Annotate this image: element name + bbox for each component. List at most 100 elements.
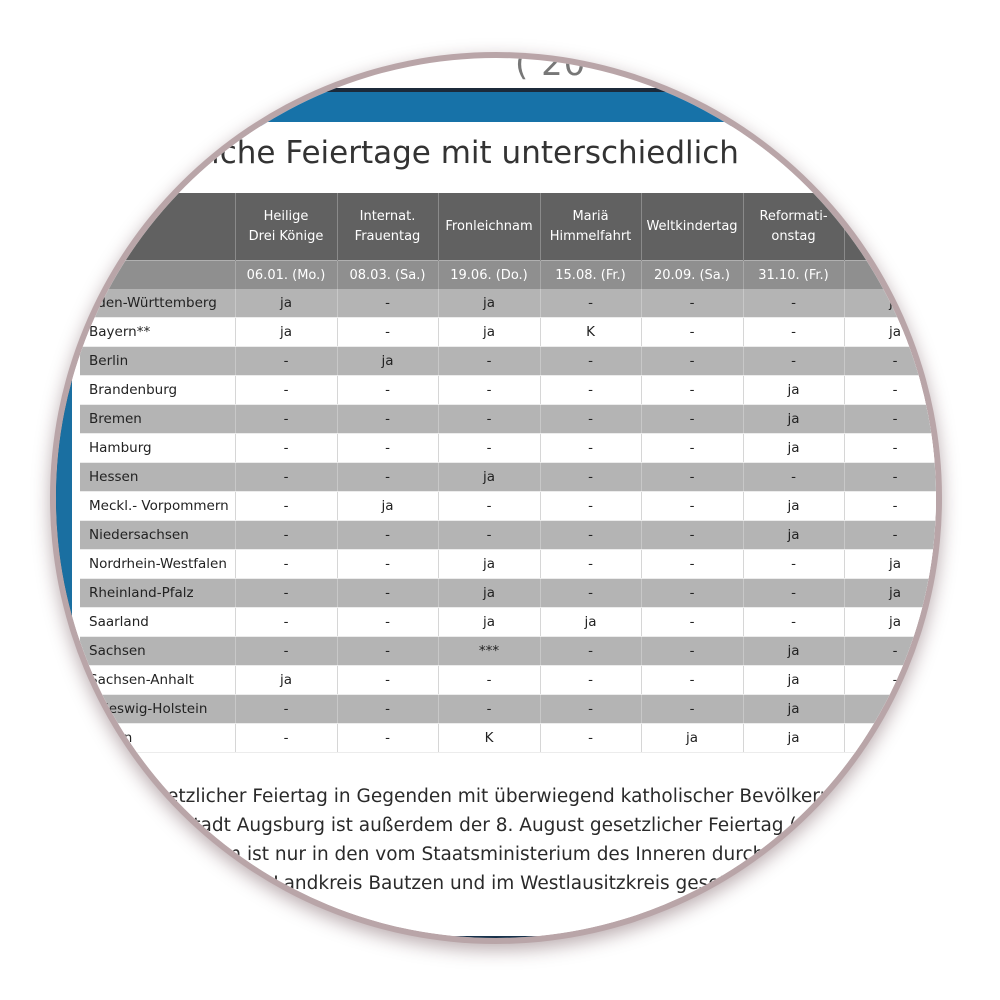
- holiday-cell: -: [235, 375, 338, 405]
- holiday-cell: -: [540, 346, 642, 376]
- holiday-cell: -: [743, 462, 845, 492]
- footnote-line: nam ist nur in den vom Staatsministerium…: [200, 844, 816, 865]
- document-view: ( 20 etzliche Feiertage mit unterschiedl…: [56, 58, 936, 938]
- state-name: Bremen: [80, 404, 236, 434]
- holiday-cell: -: [641, 549, 744, 579]
- column-date: 01: [844, 260, 936, 289]
- state-name: Sachsen-Anhalt: [80, 665, 236, 695]
- holiday-cell: -: [540, 694, 642, 724]
- state-name: chleswig-Holstein: [80, 694, 236, 724]
- holiday-cell: -: [641, 491, 744, 521]
- holiday-cell: K: [438, 723, 541, 753]
- holiday-cell: -: [235, 404, 338, 434]
- footnotes: esetzlicher Feiertag in Gegenden mit übe…: [60, 782, 865, 898]
- holiday-cell: -: [235, 578, 338, 608]
- table-row: Bayern** ja - ja K - - ja: [80, 317, 936, 347]
- holiday-cell: ***: [438, 636, 541, 666]
- holiday-cell: [844, 723, 936, 753]
- holiday-cell: ja: [844, 317, 936, 347]
- holiday-cell: -: [743, 607, 845, 637]
- holiday-cell: -: [743, 549, 845, 579]
- holiday-cell: -: [540, 375, 642, 405]
- corner-header: ertag: [80, 193, 236, 261]
- holiday-cell: ja: [438, 317, 541, 347]
- holiday-cell: -: [641, 636, 744, 666]
- state-name: Saarland: [80, 607, 236, 637]
- column-header: [844, 193, 936, 261]
- holiday-cell: ja: [235, 317, 338, 347]
- holiday-cell: -: [337, 636, 439, 666]
- table-row: Saarland - - ja ja - - ja: [80, 607, 936, 637]
- holiday-cell: ja: [235, 289, 338, 318]
- holiday-cell: ja: [641, 723, 744, 753]
- holiday-cell: -: [235, 607, 338, 637]
- holiday-cell: -: [844, 375, 936, 405]
- holiday-cell: -: [337, 694, 439, 724]
- holiday-cell: -: [235, 462, 338, 492]
- holiday-cell: -: [641, 317, 744, 347]
- holiday-cell: -: [235, 636, 338, 666]
- page-title: etzliche Feiertage mit unterschiedlich: [155, 135, 739, 171]
- column-header: Internat. Frauentag: [337, 193, 439, 261]
- holiday-cell: -: [540, 578, 642, 608]
- holiday-cell: -: [337, 520, 439, 550]
- column-header: Mariä Himmelfahrt: [540, 193, 642, 261]
- column-header: Reformati- onstag: [743, 193, 845, 261]
- holiday-cell: -: [641, 578, 744, 608]
- holiday-cell: -: [540, 404, 642, 434]
- holiday-cell: ja: [743, 694, 845, 724]
- holiday-cell: ja: [438, 607, 541, 637]
- column-date: 20.09. (Sa.): [641, 260, 744, 289]
- state-name: Brandenburg: [80, 375, 236, 405]
- holiday-cell: -: [235, 491, 338, 521]
- date-corner: [80, 260, 236, 289]
- holiday-cell: -: [337, 578, 439, 608]
- header-fragment: ( 20: [515, 58, 587, 84]
- holiday-cell: ja: [743, 375, 845, 405]
- holiday-cell: -: [844, 636, 936, 666]
- holiday-cell: -: [540, 520, 642, 550]
- holiday-cell: -: [235, 694, 338, 724]
- state-name: Hessen: [80, 462, 236, 492]
- magnifier-lens: ( 20 etzliche Feiertage mit unterschiedl…: [56, 58, 936, 938]
- holiday-cell: ja: [743, 520, 845, 550]
- state-name: ringen: [80, 723, 236, 753]
- column-date: 06.01. (Mo.): [235, 260, 338, 289]
- column-date: 08.03. (Sa.): [337, 260, 439, 289]
- holiday-cell: -: [641, 289, 744, 318]
- table-row: chleswig-Holstein - - - - - ja: [80, 694, 936, 724]
- table-row: Meckl.- Vorpommern - ja - - - ja -: [80, 491, 936, 521]
- column-header: Weltkindertag: [641, 193, 744, 261]
- holiday-cell: -: [438, 520, 541, 550]
- holiday-cell: -: [641, 694, 744, 724]
- holiday-cell: -: [337, 404, 439, 434]
- state-name: Nordrhein-Westfalen: [80, 549, 236, 579]
- holiday-cell: K: [540, 317, 642, 347]
- state-name: Bayern**: [80, 317, 236, 347]
- holiday-cell: -: [641, 665, 744, 695]
- holiday-cell: -: [540, 433, 642, 463]
- table-body: aden-Württemberg ja - ja - - - ja Bayern** ja - ja K…: [80, 289, 936, 753]
- holiday-cell: -: [540, 665, 642, 695]
- holiday-cell: -: [438, 694, 541, 724]
- holiday-cell: -: [235, 346, 338, 376]
- state-name: Rheinland-Pfalz: [80, 578, 236, 608]
- footnote-line: e Landkreis Bautzen und im Westlausitzkr…: [256, 873, 805, 894]
- holiday-cell: -: [844, 433, 936, 463]
- bottom-dark-edge: [56, 936, 936, 938]
- holiday-cell: -: [438, 433, 541, 463]
- holiday-cell: ja: [438, 289, 541, 318]
- column-header: Fronleichnam: [438, 193, 541, 261]
- holiday-cell: -: [438, 491, 541, 521]
- footnote-line: esetzlicher Feiertag in Gegenden mit übe…: [146, 786, 861, 807]
- holiday-cell: ja: [844, 289, 936, 318]
- holiday-cell: ja: [743, 433, 845, 463]
- holiday-cell: -: [844, 491, 936, 521]
- holiday-cell: -: [641, 404, 744, 434]
- table-row: aden-Württemberg ja - ja - - - ja: [80, 289, 936, 318]
- holiday-cell: -: [540, 462, 642, 492]
- holiday-cell: -: [337, 462, 439, 492]
- column-date: 15.08. (Fr.): [540, 260, 642, 289]
- footnote-line: r Stadt Augsburg ist außerdem der 8. Aug…: [168, 815, 865, 836]
- holiday-cell: -: [844, 520, 936, 550]
